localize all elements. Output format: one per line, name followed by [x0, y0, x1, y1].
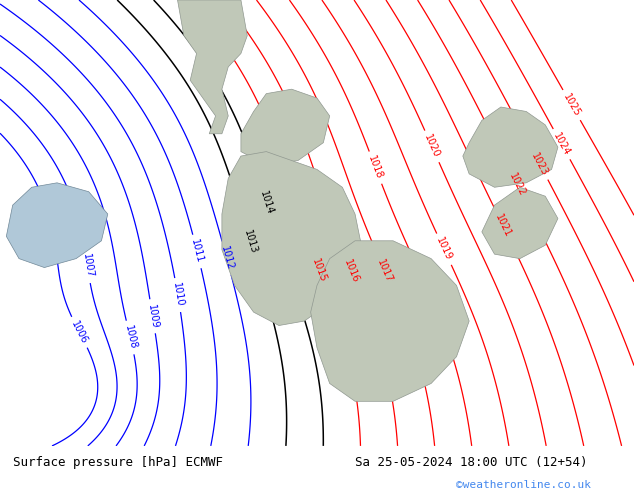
- Text: 1017: 1017: [375, 258, 394, 285]
- Text: 1013: 1013: [242, 228, 259, 255]
- Polygon shape: [222, 151, 361, 325]
- Text: 1006: 1006: [70, 319, 89, 345]
- Text: 1022: 1022: [507, 171, 527, 197]
- Text: 1015: 1015: [310, 257, 328, 284]
- Polygon shape: [6, 183, 108, 268]
- Text: 1018: 1018: [366, 154, 384, 181]
- Polygon shape: [311, 241, 469, 401]
- Text: 1009: 1009: [146, 303, 160, 329]
- Text: 1011: 1011: [189, 238, 205, 265]
- Text: 1019: 1019: [434, 236, 454, 263]
- Polygon shape: [241, 89, 330, 165]
- Polygon shape: [178, 0, 247, 134]
- Text: 1020: 1020: [422, 133, 441, 160]
- Text: 1014: 1014: [258, 189, 275, 216]
- Text: 1007: 1007: [81, 253, 94, 279]
- Polygon shape: [482, 187, 558, 259]
- Text: 1021: 1021: [493, 213, 513, 239]
- Text: 1012: 1012: [219, 245, 235, 271]
- Text: 1010: 1010: [171, 282, 184, 308]
- Text: 1016: 1016: [342, 258, 361, 285]
- Text: ©weatheronline.co.uk: ©weatheronline.co.uk: [456, 480, 592, 490]
- Text: Surface pressure [hPa] ECMWF: Surface pressure [hPa] ECMWF: [13, 456, 223, 469]
- Text: 1024: 1024: [552, 131, 572, 157]
- Text: 1023: 1023: [529, 151, 550, 177]
- Text: Sa 25-05-2024 18:00 UTC (12+54): Sa 25-05-2024 18:00 UTC (12+54): [355, 456, 588, 469]
- Polygon shape: [463, 107, 558, 187]
- Text: 1008: 1008: [122, 324, 138, 350]
- Text: 1025: 1025: [561, 92, 582, 118]
